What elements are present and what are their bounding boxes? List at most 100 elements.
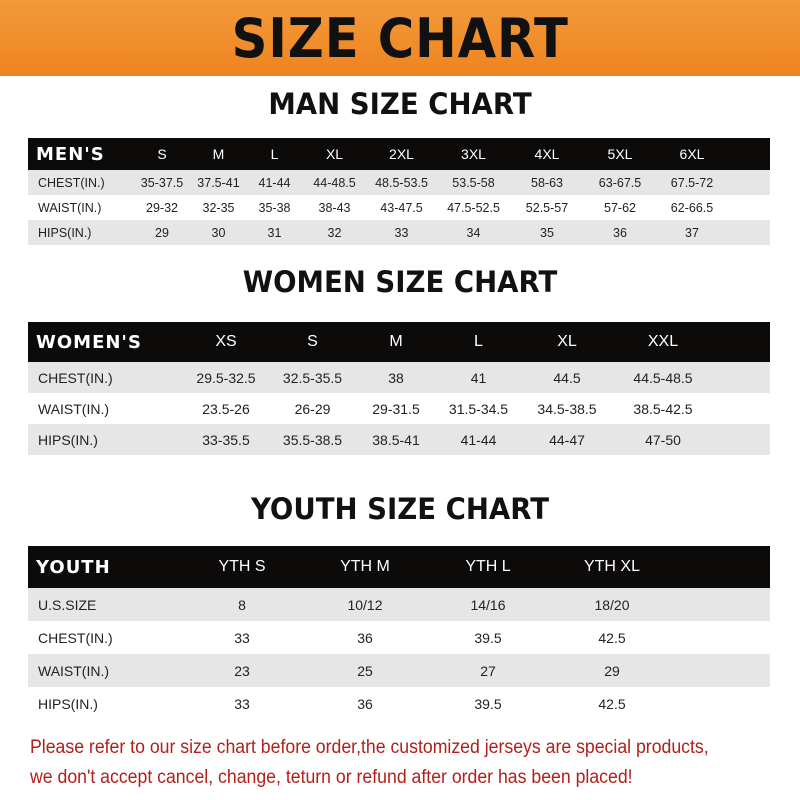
table-row: CHEST(IN.) 33 36 39.5 42.5	[28, 621, 770, 654]
youth-title: YOUTH SIZE CHART	[250, 492, 550, 526]
table-cell: 36	[357, 695, 373, 712]
table-cell: 33	[394, 225, 409, 240]
table-cell: 36	[613, 225, 627, 240]
table-cell: 33	[234, 695, 250, 712]
table-cell: 14/16	[470, 596, 506, 613]
table-cell: 41	[470, 369, 487, 386]
table-cell: 33	[234, 629, 250, 646]
table-cell: 44.5-48.5	[633, 369, 693, 386]
row-label: WOMEN'S	[36, 331, 142, 353]
table-cell: 41-44	[460, 431, 497, 448]
table-cell: YTH S	[218, 558, 266, 575]
table-row: WAIST(IN.) 23 25 27 29	[28, 654, 770, 687]
table-row: WAIST(IN.) 29-32 32-35 35-38 38-43 43-47.5 47.…	[28, 195, 770, 220]
table-cell: 31.5-34.5	[448, 400, 509, 417]
table-cell: 10/12	[347, 596, 383, 613]
table-cell: XS	[215, 333, 237, 350]
table-cell: 4XL	[534, 146, 560, 162]
header-row: YOUTH YTH S YTH M YTH L YTH XL	[28, 546, 770, 588]
table-cell: 29-31.5	[372, 400, 420, 417]
table-cell: 30	[211, 225, 226, 240]
table-cell: 35-37.5	[140, 175, 184, 190]
table-cell: 38.5-41	[372, 431, 420, 448]
table-row: HIPS(IN.) 29 30 31 32 33 34 35 36 37	[28, 220, 770, 245]
table-cell: 34	[466, 225, 481, 240]
table-cell: 48.5-53.5	[375, 175, 428, 190]
table-cell: 37.5-41	[197, 175, 240, 190]
table-cell: S	[307, 333, 318, 350]
table-cell: 63-67.5	[598, 175, 642, 190]
table-cell: XXL	[647, 333, 679, 350]
row-label: HIPS(IN.)	[38, 225, 92, 240]
row-label: HIPS(IN.)	[38, 695, 98, 712]
table-cell: 8	[238, 596, 246, 613]
row-label: U.S.SIZE	[38, 596, 97, 613]
table-cell: 44-47	[549, 431, 585, 448]
table-cell: 6XL	[679, 146, 705, 162]
table-cell: 41-44	[258, 175, 291, 190]
row-label: HIPS(IN.)	[38, 431, 98, 448]
table-cell: XL	[557, 333, 577, 350]
table-cell: 38.5-42.5	[633, 400, 693, 417]
row-label: YOUTH	[36, 556, 111, 578]
table-cell: 39.5	[474, 629, 502, 646]
row-label: MEN'S	[36, 143, 105, 165]
table-cell: XL	[325, 146, 344, 162]
table-cell: 29	[155, 225, 169, 240]
table-row: U.S.SIZE 8 10/12 14/16 18/20	[28, 588, 770, 621]
table-row: CHEST(IN.) 35-37.5 37.5-41 41-44 44-48.5 48.5…	[28, 170, 770, 195]
row-label: WAIST(IN.)	[38, 200, 102, 215]
table-cell: 32	[327, 225, 342, 240]
table-cell: 32-35	[202, 200, 235, 215]
table-cell: 26-29	[294, 400, 331, 417]
table-cell: 3XL	[461, 146, 486, 162]
table-cell: 35-38	[258, 200, 291, 215]
row-label: CHEST(IN.)	[38, 369, 113, 386]
order-notice: Please refer to our size chart before or…	[30, 733, 737, 793]
table-cell: 38	[388, 369, 404, 386]
women-size-table: WOMEN'S XS S M L XL XXL CHEST(IN.) 29.5-32.5 32.5…	[28, 322, 770, 455]
row-label: CHEST(IN.)	[38, 629, 113, 646]
row-label: CHEST(IN.)	[38, 175, 105, 190]
table-cell: 53.5-58	[452, 175, 495, 190]
table-cell: 29	[604, 662, 620, 679]
table-cell: 42.5	[598, 629, 626, 646]
table-cell: L	[474, 333, 483, 350]
table-cell: 44-48.5	[313, 175, 356, 190]
notice-line-1: Please refer to our size chart before or…	[30, 737, 709, 758]
table-cell: 52.5-57	[525, 200, 569, 215]
table-row: WAIST(IN.) 23.5-26 26-29 29-31.5 31.5-34.5 34…	[28, 393, 770, 424]
table-cell: 27	[480, 662, 496, 679]
table-cell: 33-35.5	[202, 431, 250, 448]
table-cell: 31	[267, 225, 282, 240]
table-cell: 57-62	[604, 200, 636, 215]
notice-line-2: we don't accept cancel, change, teturn o…	[30, 767, 633, 788]
table-cell: YTH M	[340, 558, 390, 575]
table-cell: 67.5-72	[670, 175, 714, 190]
table-cell: YTH L	[465, 558, 511, 575]
header-row: WOMEN'S XS S M L XL XXL	[28, 322, 770, 362]
table-cell: 25	[357, 662, 373, 679]
table-cell: 29-32	[146, 200, 178, 215]
table-cell: 5XL	[607, 146, 633, 162]
table-cell: 42.5	[598, 695, 626, 712]
table-cell: 35	[540, 225, 554, 240]
table-cell: 29.5-32.5	[196, 369, 256, 386]
table-cell: S	[157, 146, 167, 162]
table-cell: 47.5-52.5	[447, 200, 500, 215]
women-title: WOMEN SIZE CHART	[242, 265, 558, 299]
table-cell: 36	[357, 629, 373, 646]
table-cell: 32.5-35.5	[282, 369, 343, 386]
table-cell: 37	[685, 225, 699, 240]
table-cell: 58-63	[531, 175, 563, 190]
table-cell: 44.5	[553, 369, 581, 386]
row-label: WAIST(IN.)	[38, 400, 110, 417]
banner: SIZE CHART	[0, 0, 800, 76]
table-cell: 38-43	[318, 200, 351, 215]
table-cell: 18/20	[594, 596, 630, 613]
table-cell: 23	[234, 662, 250, 679]
table-cell: 43-47.5	[380, 200, 423, 215]
table-row: CHEST(IN.) 29.5-32.5 32.5-35.5 38 41 44.5 44.5…	[28, 362, 770, 393]
header-row: MEN'S S M L XL 2XL 3XL 4XL 5XL 6XL	[28, 138, 770, 170]
table-row: HIPS(IN.) 33-35.5 35.5-38.5 38.5-41 41-44 44-…	[28, 424, 770, 455]
